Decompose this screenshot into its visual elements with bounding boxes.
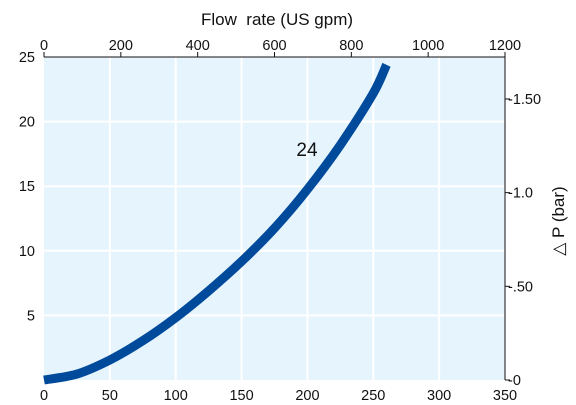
left-axis-ticks: 5 10 15 20 25: [19, 50, 35, 324]
right-axis-ticks: -0 -.50 -1.0 -1.50: [505, 92, 541, 389]
top-tick-label: 200: [109, 38, 133, 54]
right-tick-label: -1.0: [508, 186, 533, 202]
left-tick-label: 15: [19, 179, 35, 195]
bottom-tick-label: 100: [164, 388, 188, 404]
grid-lines: [44, 57, 505, 380]
left-tick-label: 20: [19, 115, 35, 131]
top-tick-label: 1200: [489, 38, 521, 54]
bottom-tick-label: 200: [295, 388, 319, 404]
left-tick-label: 25: [19, 50, 35, 66]
top-axis-ticks: 0 200 400 600 800 1000 1200: [40, 38, 521, 57]
bottom-tick-label: 250: [361, 388, 385, 404]
bottom-tick-label: 50: [102, 388, 118, 404]
top-tick-label: 0: [40, 38, 48, 54]
series-line: [43, 62, 391, 385]
bottom-tick-label: 0: [40, 388, 48, 404]
left-tick-label: 10: [19, 244, 35, 260]
top-tick-label: 800: [339, 38, 363, 54]
bottom-tick-label: 300: [427, 388, 451, 404]
top-tick-label: 600: [262, 38, 286, 54]
bottom-axis-ticks: 0 50 100 150 200 250 300 350: [40, 388, 517, 404]
series-layer: [43, 62, 391, 385]
right-tick-label: -.50: [508, 279, 533, 295]
right-tick-label: -1.50: [508, 92, 541, 108]
bottom-tick-label: 150: [229, 388, 253, 404]
right-tick-label: -0: [508, 373, 521, 389]
left-tick-label: 5: [27, 308, 35, 324]
top-axis-title: Flow rate (US gpm): [201, 10, 353, 29]
series-label: 24: [296, 140, 318, 161]
plot-area: [44, 57, 505, 380]
top-tick-label: 400: [186, 38, 210, 54]
top-tick-label: 1000: [412, 38, 444, 54]
bottom-tick-label: 350: [493, 388, 517, 404]
right-axis-title: △ P (bar): [549, 186, 568, 255]
